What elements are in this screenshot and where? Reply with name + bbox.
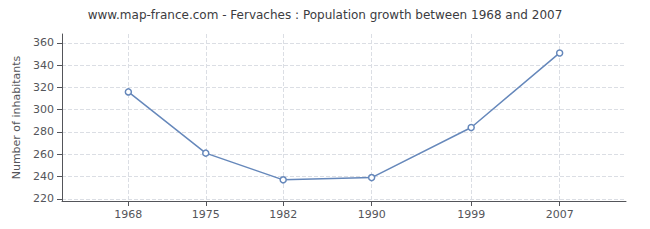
svg-text:340: 340 — [33, 59, 54, 72]
svg-text:300: 300 — [33, 103, 54, 116]
svg-text:320: 320 — [33, 81, 54, 94]
svg-text:360: 360 — [33, 36, 54, 49]
svg-text:2007: 2007 — [546, 208, 574, 221]
svg-text:220: 220 — [33, 192, 54, 205]
svg-text:1975: 1975 — [192, 208, 220, 221]
svg-text:Number of inhabitants: Number of inhabitants — [10, 55, 23, 179]
svg-text:1982: 1982 — [269, 208, 297, 221]
svg-text:1968: 1968 — [114, 208, 142, 221]
svg-text:240: 240 — [33, 170, 54, 183]
svg-text:260: 260 — [33, 148, 54, 161]
svg-text:280: 280 — [33, 125, 54, 138]
svg-text:1999: 1999 — [457, 208, 485, 221]
svg-text:www.map-france.com - Fervaches: www.map-france.com - Fervaches : Populat… — [88, 8, 563, 22]
svg-text:1990: 1990 — [358, 208, 386, 221]
